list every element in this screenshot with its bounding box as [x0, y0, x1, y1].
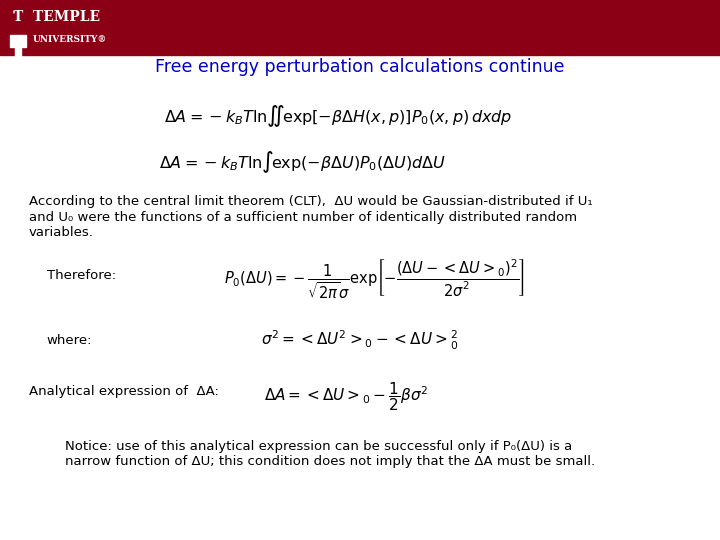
Text: Ƭ  TEMPLE: Ƭ TEMPLE — [13, 10, 100, 24]
Text: $\sigma^2=<\Delta U^2>_0-<\Delta U>_0^2$: $\sigma^2=<\Delta U^2>_0-<\Delta U>_0^2$ — [261, 329, 459, 352]
Bar — [10, 35, 26, 47]
Text: Notice: use of this analytical expression can be successful only if P₀(ΔU) is a: Notice: use of this analytical expressio… — [65, 440, 572, 453]
Text: $\Delta A=-k_BT\ln\!\int\!\mathrm{exp}(-\beta\Delta U)P_0(\Delta U)d\Delta U$: $\Delta A=-k_BT\ln\!\int\!\mathrm{exp}(-… — [159, 149, 446, 175]
Bar — [10, 67, 26, 71]
Bar — [16, 47, 20, 70]
Bar — [0, 0, 720, 55]
Text: $\Delta A=<\Delta U>_0-\dfrac{1}{2}\beta\sigma^2$: $\Delta A=<\Delta U>_0-\dfrac{1}{2}\beta… — [264, 381, 428, 413]
Text: Free energy perturbation calculations continue: Free energy perturbation calculations co… — [156, 58, 564, 77]
Text: variables.: variables. — [29, 226, 94, 239]
Text: UNIVERSITY®: UNIVERSITY® — [33, 35, 107, 44]
Text: Therefore:: Therefore: — [47, 269, 116, 282]
Text: According to the central limit theorem (CLT),  ΔU would be Gaussian-distributed : According to the central limit theorem (… — [29, 195, 593, 208]
Text: $P_0(\Delta U)=-\dfrac{1}{\sqrt{2\pi}\sigma}\mathrm{exp}\left[-\dfrac{(\Delta U-: $P_0(\Delta U)=-\dfrac{1}{\sqrt{2\pi}\si… — [224, 258, 525, 301]
Text: $\Delta A=-k_BT\ln\!\iint\!\mathrm{exp}[-\beta\Delta H(x,p)]P_0(x,p)\,dxdp$: $\Delta A=-k_BT\ln\!\iint\!\mathrm{exp}[… — [164, 103, 513, 129]
Text: narrow function of ΔU; this condition does not imply that the ΔA must be small.: narrow function of ΔU; this condition do… — [65, 455, 595, 468]
Text: and U₀ were the functions of a sufficient number of identically distributed rand: and U₀ were the functions of a sufficien… — [29, 211, 577, 224]
Text: Analytical expression of  ΔA:: Analytical expression of ΔA: — [29, 385, 219, 398]
Text: where:: where: — [47, 334, 92, 347]
